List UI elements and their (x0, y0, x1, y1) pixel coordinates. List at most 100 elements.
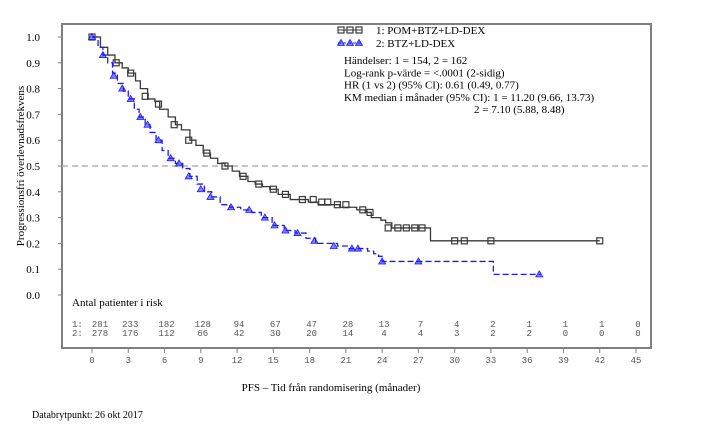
y-tick-label: 1.0 (26, 32, 40, 44)
censor-marker-square (239, 172, 247, 180)
x-tick-label: 30 (449, 356, 460, 366)
risk-count: 0 (563, 329, 568, 339)
legend-item-2: 2: BTZ+LD-DEX (336, 38, 455, 50)
risk-row-label: 2: (72, 329, 83, 339)
y-tick-label: 0.8 (26, 84, 40, 96)
legend-item-1: 1: POM+BTZ+LD-DEX (337, 25, 485, 37)
censor-marker-triangle (336, 38, 346, 46)
censor-marker-square (185, 136, 193, 144)
censor-marker-square (298, 195, 306, 204)
censor-marker-square (170, 121, 178, 129)
annotation-line: Händelser: 1 = 154, 2 = 162 (344, 55, 467, 67)
censor-marker-triangle (353, 244, 363, 252)
risk-count: 112 (158, 329, 174, 339)
censor-marker-square (221, 162, 229, 170)
censor-marker-square (460, 237, 468, 245)
x-tick-label: 21 (340, 356, 351, 366)
censor-marker-triangle (329, 241, 338, 249)
censor-marker-triangle (126, 94, 135, 102)
x-tick-label: 3 (126, 356, 131, 366)
censor-marker-triangle (166, 153, 175, 162)
censor-marker-triangle (310, 236, 319, 244)
annotation-line: 2 = 7.10 (5.88, 8.48) (474, 104, 565, 116)
y-tick-label: 0.6 (26, 135, 40, 147)
censor-marker-square (451, 237, 459, 245)
censor-marker-square (333, 201, 342, 209)
censor-marker-triangle (87, 32, 97, 40)
censor-marker-triangle (136, 112, 145, 120)
y-tick-label: 0.9 (26, 58, 40, 70)
risk-count: 2 (490, 320, 495, 330)
y-tick-label: 0.4 (26, 187, 40, 199)
censor-marker-triangle (347, 244, 357, 252)
x-tick-label: 9 (198, 356, 203, 366)
censor-marker-triangle (109, 71, 118, 79)
censor-marker-square (346, 26, 354, 34)
censor-marker-triangle (206, 192, 215, 200)
annotation-line: Log-rank p-värde = <.0001 (2-sidig) (344, 67, 505, 79)
x-tick-label: 15 (268, 356, 279, 366)
risk-table: Antal patienter i risk 1: 281 233 182 128 94 6… (72, 297, 641, 339)
censor-marker-triangle (196, 184, 205, 193)
risk-count: 66 (197, 329, 208, 339)
risk-count: 4 (418, 329, 423, 339)
annotation-line: KM median i månader (95% CI): 1 = 11.20 … (344, 92, 595, 104)
censor-marker-triangle (377, 257, 387, 265)
censor-marker-triangle (226, 202, 236, 211)
y-tick-label: 0.2 (26, 238, 40, 250)
x-tick-label: 0 (89, 356, 94, 366)
censor-marker-square (255, 180, 263, 188)
risk-count: 182 (158, 320, 174, 330)
legend-label: 2: BTZ+LD-DEX (376, 38, 455, 50)
y-axis: 0.0 0.1 0.2 0.3 0.4 0.5 0.6 0.7 0.8 0.9 1.0 (26, 32, 62, 302)
censor-marker-square (411, 224, 419, 232)
censor-marker-square (355, 26, 363, 34)
censor-marker-triangle (535, 270, 544, 278)
x-tick-label: 12 (232, 356, 243, 366)
risk-count: 4 (381, 329, 386, 339)
x-tick-label: 24 (377, 356, 388, 366)
x-tick-label: 33 (486, 356, 497, 366)
x-tick-label: 36 (522, 356, 533, 366)
censor-marker-square (269, 185, 277, 193)
y-axis-label: Progressionsfri överlevnadsfrekvens (15, 86, 27, 246)
risk-count: 2 (490, 329, 495, 339)
y-tick-label: 0.0 (26, 290, 40, 302)
x-tick-label: 45 (631, 356, 642, 366)
legend-label: 1: POM+BTZ+LD-DEX (376, 25, 485, 37)
x-axis-label: PFS – Tid från randomisering (månader) (242, 382, 421, 394)
risk-count: 47 (306, 320, 317, 330)
risk-count: 2 (526, 329, 531, 339)
risk-count: 0 (635, 320, 640, 330)
y-tick-label: 0.7 (26, 109, 40, 121)
censor-marker-square (384, 224, 392, 232)
risk-count: 0 (599, 329, 604, 339)
risk-count: 67 (270, 320, 281, 330)
series-group (87, 32, 604, 278)
risk-count: 13 (379, 320, 390, 330)
censor-marker-square (337, 26, 345, 34)
x-tick-label: 6 (162, 356, 167, 366)
data-cutoff-note: Databrytpunkt: 26 okt 2017 (32, 410, 143, 421)
risk-count: 20 (306, 329, 317, 339)
series-1 (88, 33, 604, 245)
censor-marker-triangle (345, 38, 355, 46)
censor-marker-triangle (143, 120, 152, 128)
risk-count: 1 (599, 320, 604, 330)
censor-marker-triangle (98, 50, 108, 58)
censor-marker-square (402, 224, 410, 232)
censor-marker-triangle (270, 221, 279, 229)
censor-marker-square (141, 92, 149, 100)
risk-count: 28 (342, 320, 353, 330)
plot-frame (61, 23, 652, 349)
x-axis: 0 3 6 9 12 15 18 21 24 27 30 33 36 39 42 45 (89, 348, 641, 366)
censor-marker-square (309, 195, 317, 204)
risk-count: 1 (563, 320, 568, 330)
risk-count: 42 (234, 329, 245, 339)
censor-marker-square (596, 237, 604, 245)
censor-marker-triangle (244, 205, 254, 213)
x-tick-label: 42 (594, 356, 605, 366)
censor-marker-triangle (118, 84, 127, 92)
risk-count: 0 (635, 329, 640, 339)
censor-marker-square (203, 149, 211, 157)
